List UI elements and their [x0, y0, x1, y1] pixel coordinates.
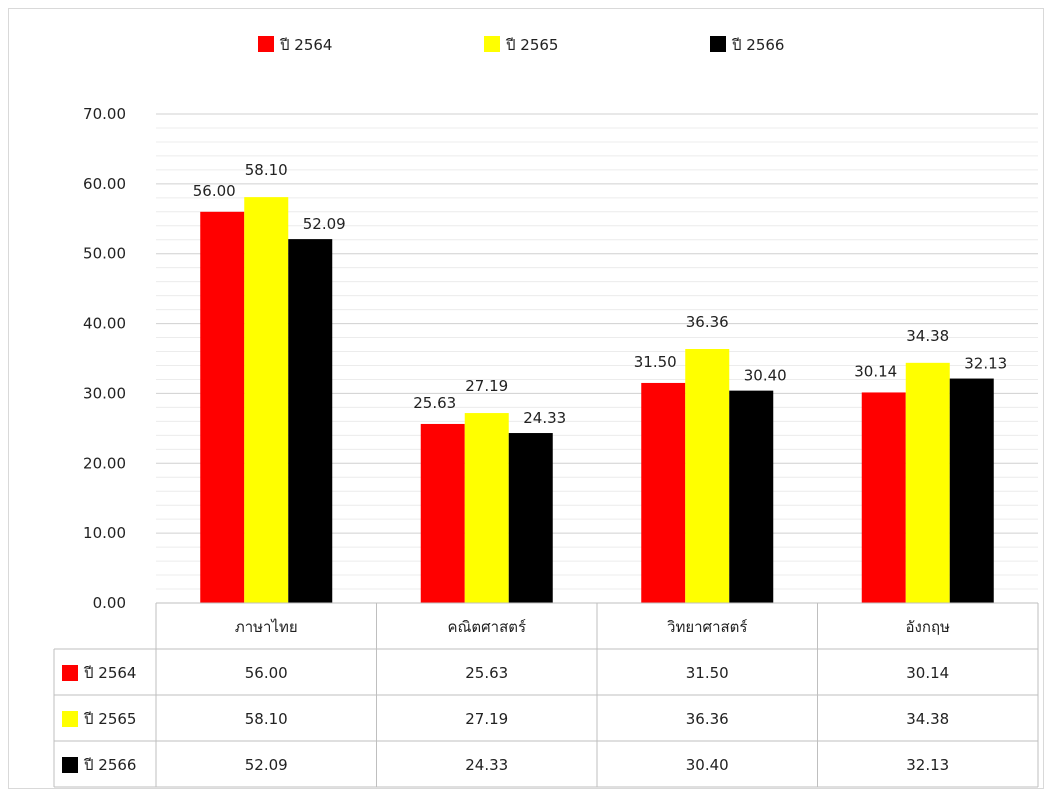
- table-legend-swatch: [62, 665, 78, 681]
- table-cell: 32.13: [906, 756, 949, 774]
- bar: [861, 392, 906, 603]
- category-label: ภาษาไทย: [235, 618, 298, 636]
- legend-swatch: [484, 36, 500, 52]
- bar: [949, 378, 994, 603]
- y-tick-label: 10.00: [83, 524, 126, 542]
- table-cell: 56.00: [245, 664, 288, 682]
- table-cell: 31.50: [686, 664, 729, 682]
- bar: [905, 362, 950, 603]
- table-cell: 30.40: [686, 756, 729, 774]
- data-label: 24.33: [523, 409, 566, 427]
- data-label: 56.00: [193, 182, 236, 200]
- y-tick-label: 30.00: [83, 384, 126, 402]
- category-label: วิทยาศาสตร์: [666, 618, 747, 636]
- y-tick-label: 0.00: [93, 594, 126, 612]
- data-label: 27.19: [465, 377, 508, 395]
- legend-swatch: [710, 36, 726, 52]
- table-legend-swatch: [62, 757, 78, 773]
- table-row-label: ปี 2565: [83, 710, 136, 728]
- y-tick-label: 60.00: [83, 175, 126, 193]
- data-label: 30.40: [744, 367, 787, 385]
- table-row-label: ปี 2566: [83, 756, 136, 774]
- bar: [244, 197, 289, 603]
- bar: [288, 239, 333, 603]
- bar: [729, 390, 774, 603]
- category-label: คณิตศาสตร์: [447, 618, 526, 636]
- legend-label: ปี 2566: [731, 36, 784, 54]
- table-cell: 25.63: [465, 664, 508, 682]
- table-cell: 52.09: [245, 756, 288, 774]
- y-tick-label: 40.00: [83, 315, 126, 333]
- data-label: 25.63: [413, 394, 456, 412]
- data-label: 30.14: [854, 362, 897, 380]
- table-cell: 30.14: [906, 664, 949, 682]
- data-label: 32.13: [964, 355, 1007, 373]
- y-tick-label: 20.00: [83, 454, 126, 472]
- bar: [508, 433, 553, 603]
- legend-label: ปี 2565: [505, 36, 558, 54]
- data-label: 36.36: [686, 313, 729, 331]
- table-cell: 24.33: [465, 756, 508, 774]
- table-legend-swatch: [62, 711, 78, 727]
- category-label: อังกฤษ: [906, 618, 950, 636]
- bar: [420, 423, 465, 603]
- legend-swatch: [258, 36, 274, 52]
- bar: [464, 413, 509, 603]
- table-cell: 27.19: [465, 710, 508, 728]
- y-tick-label: 50.00: [83, 245, 126, 263]
- y-tick-label: 70.00: [83, 105, 126, 123]
- legend-label: ปี 2564: [279, 36, 332, 54]
- table-cell: 36.36: [686, 710, 729, 728]
- table-row-label: ปี 2564: [83, 664, 136, 682]
- table-cell: 58.10: [245, 710, 288, 728]
- data-label: 58.10: [245, 161, 288, 179]
- data-label: 34.38: [906, 327, 949, 345]
- data-label: 31.50: [634, 353, 677, 371]
- bar: [641, 382, 686, 603]
- data-label: 52.09: [303, 215, 346, 233]
- bar: [685, 348, 730, 603]
- bar: [200, 211, 245, 604]
- table-cell: 34.38: [906, 710, 949, 728]
